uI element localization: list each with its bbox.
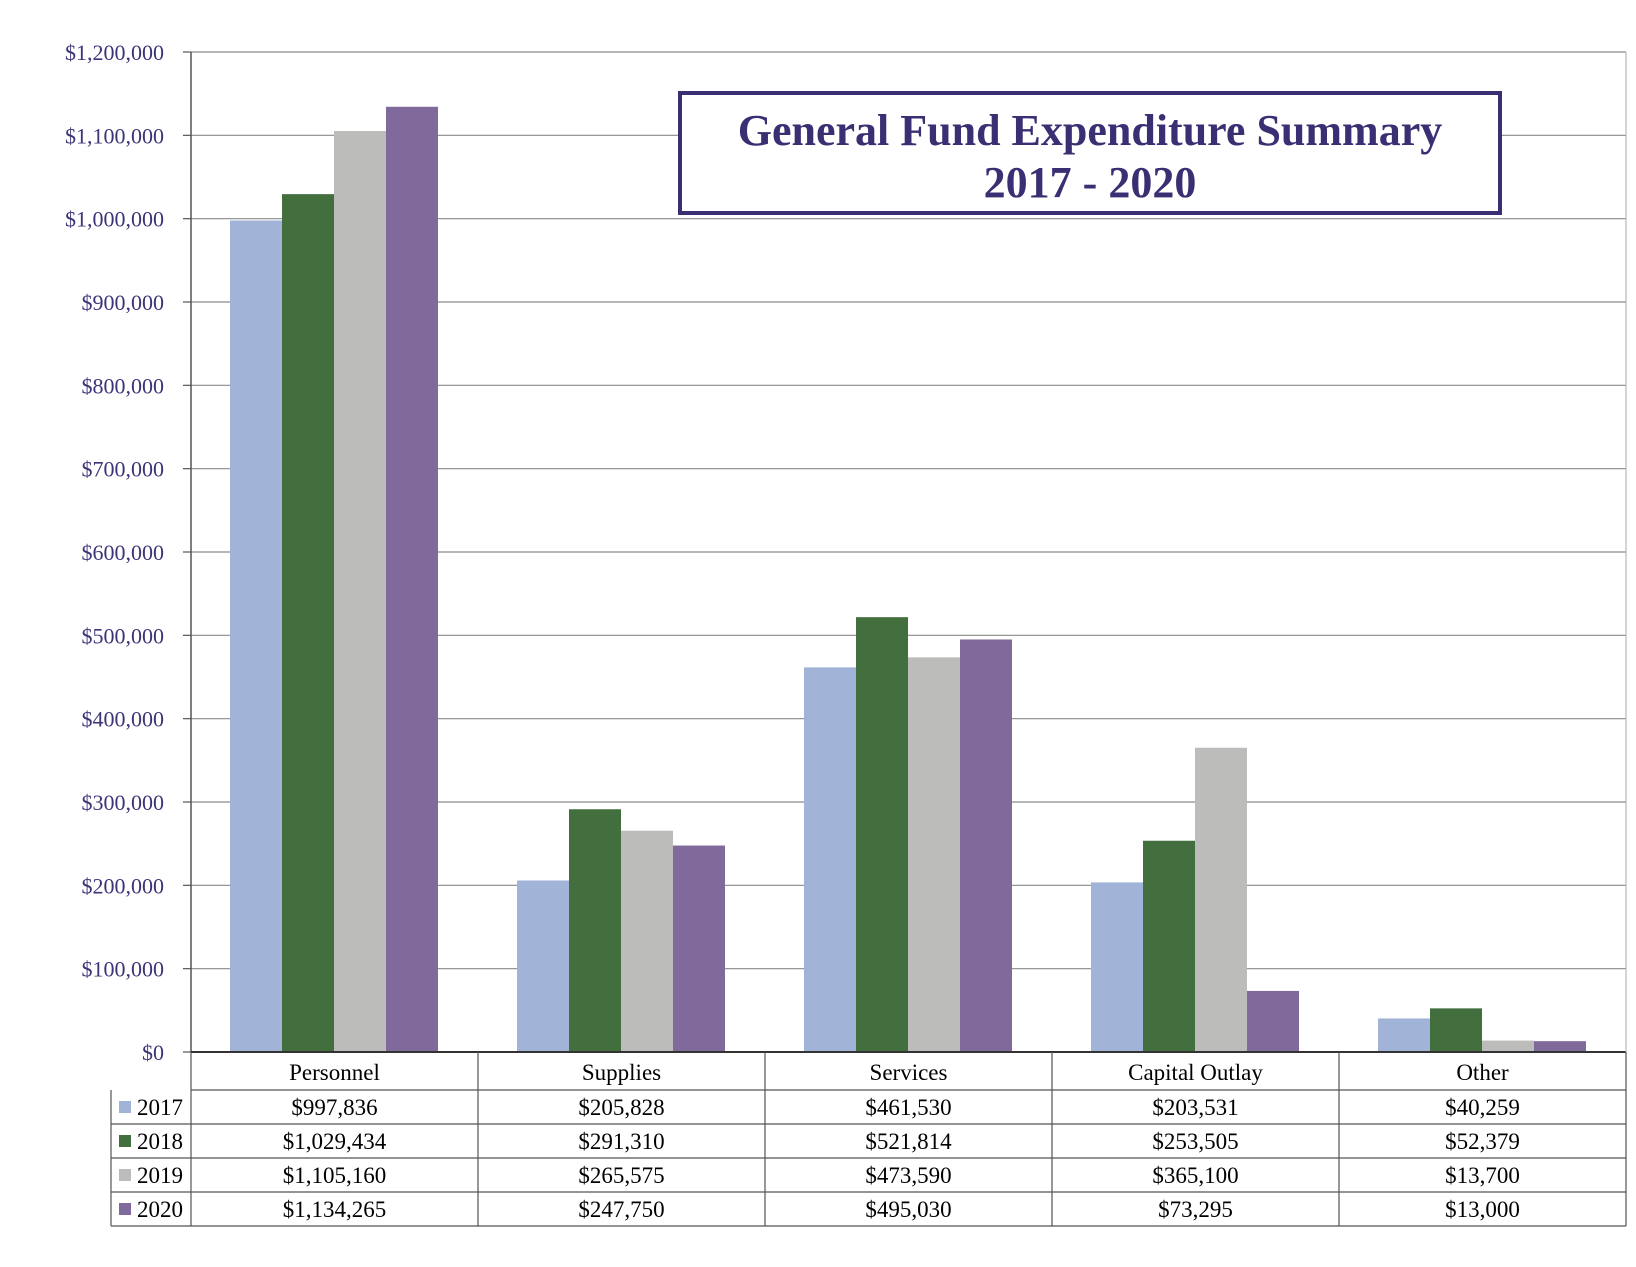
table-cell: $461,530 [865,1095,951,1120]
table-cell: $1,134,265 [283,1197,387,1222]
table-cell: $205,828 [578,1095,664,1120]
table-cell: $521,814 [865,1129,952,1154]
table-cell: $265,575 [578,1163,664,1188]
table-cell: $203,531 [1152,1095,1238,1120]
bar-2017-personnel [230,220,282,1053]
bar-2018-supplies [569,809,621,1052]
table-cell: $997,836 [291,1095,377,1120]
table-cell: $495,030 [865,1197,951,1222]
bar-2020-personnel [386,106,438,1052]
bar-2017-services [804,667,856,1052]
table-cell: $52,379 [1445,1129,1520,1154]
axes [183,51,1627,1053]
y-tick-label: $900,000 [82,290,165,315]
y-tick-label: $500,000 [82,623,165,648]
table-cell: $253,505 [1152,1129,1238,1154]
y-tick-labels: $0 $100,000 $200,000 $300,000 $400,000 $500,0… [65,40,164,1065]
y-tick-label: $700,000 [82,457,165,482]
y-tick-label: $200,000 [82,873,165,898]
y-tick-label: $600,000 [82,540,165,565]
y-tick-label: $1,100,000 [65,123,164,148]
bar-2019-other [1482,1040,1534,1052]
bar-2018-other [1430,1008,1482,1052]
y-tick-label: $0 [142,1040,164,1065]
bar-2019-services [908,657,960,1052]
bars [230,106,1586,1053]
bar-2018-services [856,617,908,1052]
legend-swatch-2019 [119,1169,131,1181]
table-cell: $13,700 [1445,1163,1520,1188]
bar-2019-personnel [334,131,386,1053]
data-table: Personnel Supplies Services Capital Outlay O… [110,1052,1627,1227]
table-cell: $1,029,434 [283,1129,387,1154]
table-cell: $1,105,160 [283,1163,387,1188]
legend-label: 2020 [137,1197,183,1222]
y-tick-label: $100,000 [82,957,165,982]
y-tick-label: $400,000 [82,707,165,732]
table-cell: $247,750 [578,1197,664,1222]
bar-2019-capital-outlay [1195,747,1247,1052]
legend-swatch-2018 [119,1135,131,1147]
y-tick-label: $1,000,000 [65,207,164,232]
table-cell: $73,295 [1158,1197,1233,1222]
bar-2017-other [1378,1018,1430,1052]
legend-label: 2017 [137,1095,183,1120]
category-label: Other [1456,1060,1509,1085]
chart-subtitle: 2017 - 2020 [984,158,1197,207]
category-label: Supplies [582,1060,661,1085]
table-cell: $40,259 [1445,1095,1520,1120]
category-label: Capital Outlay [1128,1060,1263,1085]
bar-2018-personnel [282,194,334,1053]
category-label: Services [870,1060,948,1085]
bar-2018-capital-outlay [1143,840,1195,1052]
legend-label: 2018 [137,1129,183,1154]
bar-2017-capital-outlay [1091,882,1143,1052]
y-tick-label: $300,000 [82,790,165,815]
y-tick-label: $800,000 [82,373,165,398]
table-cell: $473,590 [865,1163,951,1188]
table-cell: $365,100 [1152,1163,1238,1188]
table-cell: $291,310 [578,1129,664,1154]
category-label: Personnel [289,1060,380,1085]
bar-2020-other [1534,1041,1586,1052]
y-tick-label: $1,200,000 [65,40,164,65]
legend-label: 2019 [137,1163,183,1188]
bar-2020-supplies [673,845,725,1052]
chart-title: General Fund Expenditure Summary [738,106,1442,155]
table-cell: $13,000 [1445,1197,1520,1222]
legend-swatch-2017 [119,1101,131,1113]
chart-title-box: General Fund Expenditure Summary 2017 - … [678,91,1502,215]
legend-swatch-2020 [119,1203,131,1215]
bar-2020-capital-outlay [1247,990,1299,1052]
bar-2017-supplies [517,880,569,1052]
bar-2019-supplies [621,830,673,1052]
bar-2020-services [960,639,1012,1052]
